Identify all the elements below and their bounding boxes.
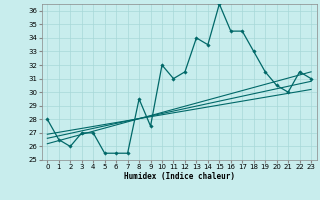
X-axis label: Humidex (Indice chaleur): Humidex (Indice chaleur) bbox=[124, 172, 235, 181]
